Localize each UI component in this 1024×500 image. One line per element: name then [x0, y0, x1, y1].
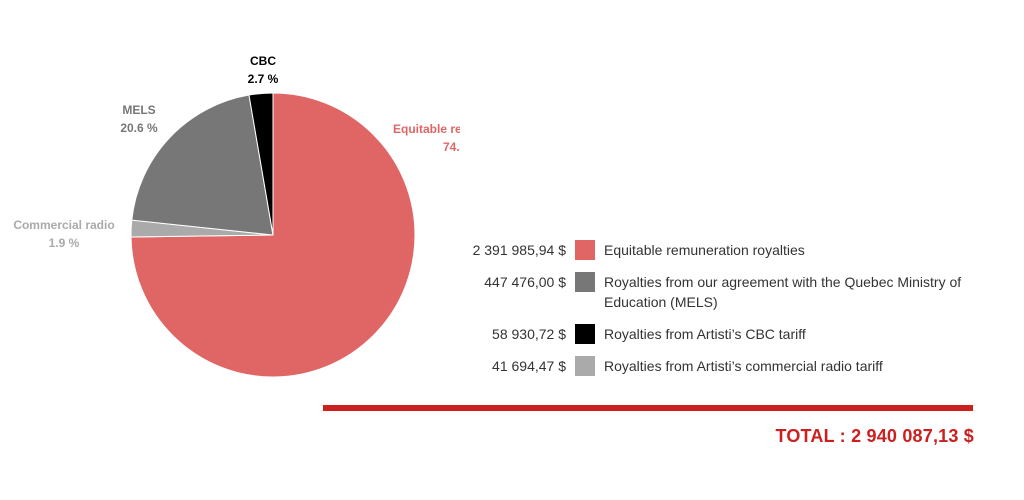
- legend-item-equitable: 2 391 985,94 $ Equitable remuneration ro…: [400, 240, 1000, 260]
- legend-label: Royalties from Artisti’s commercial radi…: [604, 358, 883, 374]
- slice-label-name-mels: MELS: [122, 103, 155, 117]
- slice-label-name-commercial-radio: Commercial radio: [13, 218, 114, 232]
- slice-label-name-equitable-remuneration: Equitable remuneration: [393, 122, 460, 136]
- legend-swatch: [575, 240, 595, 260]
- total-divider: [323, 405, 973, 411]
- slice-label-percent-commercial-radio: 1.9 %: [49, 236, 80, 250]
- legend-swatch: [575, 356, 595, 376]
- pie-chart: Equitable remuneration 74.7% Commercial ra…: [13, 54, 460, 378]
- legend-amount: 447 476,00 $: [484, 274, 566, 290]
- legend-item-cbc: 58 930,72 $ Royalties from Artisti’s CBC…: [400, 324, 1000, 344]
- pie-slice-cbc: [248, 92, 274, 236]
- pie-slice-mels: [131, 94, 274, 236]
- legend-label: Equitable remuneration royalties: [604, 242, 805, 258]
- legend-item-mels: 447 476,00 $ Royalties from our agreemen…: [400, 272, 1000, 312]
- total-amount: TOTAL : 2 940 087,13 $: [775, 426, 974, 446]
- slice-label-percent-equitable-remuneration: 74.7%: [443, 140, 460, 154]
- legend: 2 391 985,94 $ Equitable remuneration ro…: [400, 240, 1000, 388]
- legend-swatch: [575, 324, 595, 344]
- slice-label-name-cbc: CBC: [250, 54, 276, 68]
- legend-swatch: [575, 272, 595, 292]
- slice-label-percent-mels: 20.6 %: [120, 121, 158, 135]
- legend-label: Royalties from our agreement with the Qu…: [604, 274, 962, 310]
- pie-slice-equitable-remuneration: [130, 92, 416, 378]
- legend-amount: 58 930,72 $: [492, 326, 566, 342]
- slice-label-percent-cbc: 2.7 %: [248, 72, 279, 86]
- legend-amount: 41 694,47 $: [492, 358, 566, 374]
- legend-label: Royalties from Artisti’s CBC tariff: [604, 326, 806, 342]
- legend-amount: 2 391 985,94 $: [472, 242, 566, 258]
- legend-item-commercial-radio: 41 694,47 $ Royalties from Artisti’s com…: [400, 356, 1000, 376]
